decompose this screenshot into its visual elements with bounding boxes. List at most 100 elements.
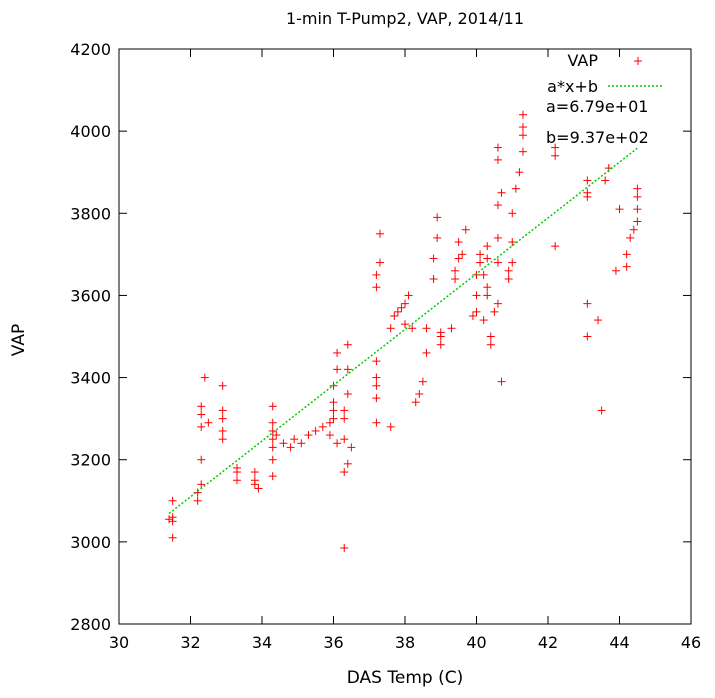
data-point xyxy=(497,188,506,197)
data-point xyxy=(168,513,177,522)
data-point xyxy=(333,439,342,448)
x-tick-label: 34 xyxy=(252,633,272,652)
data-point xyxy=(518,131,527,140)
data-point xyxy=(333,365,342,374)
data-point xyxy=(447,324,456,333)
y-tick-label: 4000 xyxy=(70,122,111,141)
data-point xyxy=(197,410,206,419)
data-point xyxy=(329,414,338,423)
data-point xyxy=(272,431,281,440)
data-point xyxy=(329,406,338,415)
data-point xyxy=(393,307,402,316)
data-point xyxy=(333,348,342,357)
data-point xyxy=(408,324,417,333)
data-point xyxy=(633,192,642,201)
data-point xyxy=(451,266,460,275)
data-point xyxy=(493,201,502,210)
data-point xyxy=(375,229,384,238)
data-point xyxy=(343,365,352,374)
data-point xyxy=(415,390,424,398)
data-point xyxy=(218,426,227,435)
data-point xyxy=(461,225,470,234)
data-point xyxy=(433,233,442,242)
x-tick-label: 38 xyxy=(395,633,415,652)
data-point xyxy=(372,270,381,279)
y-tick-label: 3200 xyxy=(70,451,111,470)
data-point xyxy=(479,270,488,279)
data-point xyxy=(515,168,524,177)
data-point xyxy=(372,394,381,403)
data-point xyxy=(483,242,492,251)
x-tick-label: 40 xyxy=(466,633,486,652)
data-point xyxy=(436,340,445,349)
data-point xyxy=(504,266,513,275)
data-point xyxy=(622,250,631,259)
data-point xyxy=(597,406,606,415)
data-point xyxy=(493,233,502,242)
data-point xyxy=(232,463,241,472)
chart-title: 1-min T-Pump2, VAP, 2014/11 xyxy=(286,9,524,28)
data-point xyxy=(634,57,642,65)
data-point xyxy=(329,398,338,407)
data-point xyxy=(386,324,395,333)
data-point xyxy=(601,176,610,185)
data-point xyxy=(411,398,420,407)
data-point xyxy=(429,275,438,283)
data-point xyxy=(165,515,174,524)
data-point xyxy=(518,110,527,119)
data-point xyxy=(479,316,488,325)
data-point xyxy=(551,143,560,152)
data-point xyxy=(340,468,349,477)
data-point xyxy=(254,484,263,493)
data-point xyxy=(451,275,460,283)
data-point xyxy=(268,402,277,411)
fit-param-b: b=9.37e+02 xyxy=(546,128,649,147)
data-point xyxy=(390,311,399,320)
data-point xyxy=(454,238,463,247)
legend-label-fit: a*x+b xyxy=(547,77,598,96)
fit-param-a: a=6.79e+01 xyxy=(546,97,648,116)
data-point xyxy=(511,184,520,193)
data-point xyxy=(476,250,485,259)
data-point xyxy=(508,258,517,267)
data-point xyxy=(268,426,277,435)
x-tick-label: 30 xyxy=(109,633,129,652)
data-point xyxy=(372,418,381,427)
data-point xyxy=(486,340,495,349)
data-point xyxy=(286,443,295,452)
y-tick-label: 2800 xyxy=(70,615,111,634)
data-point xyxy=(622,262,631,271)
data-point xyxy=(454,254,463,263)
data-point xyxy=(626,233,635,242)
data-point xyxy=(343,390,352,398)
data-point xyxy=(468,311,477,320)
data-point xyxy=(347,443,356,452)
data-point xyxy=(615,205,624,214)
data-point xyxy=(497,377,506,386)
data-point xyxy=(372,357,381,366)
data-point xyxy=(483,283,492,292)
data-point xyxy=(325,418,334,427)
x-tick-label: 36 xyxy=(323,633,343,652)
data-point xyxy=(168,496,177,505)
data-point xyxy=(250,468,259,477)
data-point xyxy=(304,431,313,440)
data-point xyxy=(486,332,495,341)
data-point xyxy=(268,443,277,452)
fit-line xyxy=(168,147,638,515)
data-point xyxy=(197,402,206,411)
data-point xyxy=(232,476,241,485)
data-point xyxy=(583,299,592,308)
data-point xyxy=(433,213,442,222)
data-point xyxy=(343,340,352,349)
data-point xyxy=(372,283,381,292)
data-point xyxy=(268,472,277,481)
data-point xyxy=(404,291,413,300)
x-tick-label: 32 xyxy=(180,633,200,652)
data-point xyxy=(325,431,334,440)
axes: 30 32 34 36 38 40 42 44 46 2800 3000 3200 3400 3600 38… xyxy=(70,40,701,652)
data-point xyxy=(504,275,513,283)
data-point xyxy=(268,435,277,444)
data-point xyxy=(476,258,485,267)
